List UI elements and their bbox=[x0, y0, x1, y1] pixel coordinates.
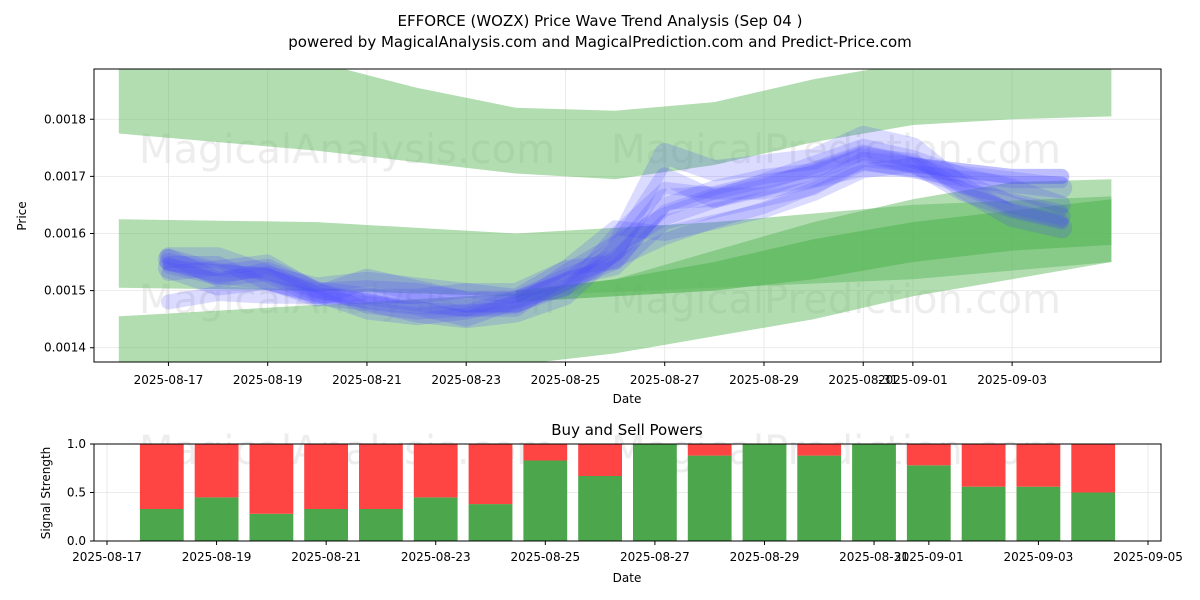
x-tick-label: 2025-08-27 bbox=[620, 550, 690, 564]
buy-bar bbox=[578, 476, 622, 541]
y-tick-label: 0.0018 bbox=[44, 112, 86, 126]
x-tick-label: 2025-09-05 bbox=[1113, 550, 1183, 564]
buy-bar bbox=[249, 513, 294, 541]
x-tick-label: 2025-08-29 bbox=[730, 550, 800, 564]
buy-bar bbox=[359, 509, 403, 541]
wave-line bbox=[159, 144, 1071, 329]
x-tick-label: 2025-08-21 bbox=[332, 373, 402, 387]
buy-bar bbox=[906, 465, 951, 541]
x-tick-label: 2025-09-03 bbox=[977, 373, 1047, 387]
bottom-x-ticks: 2025-08-17 2025-08-19 2025-08-21 2025-08-23… bbox=[72, 541, 1183, 564]
x-tick-label: 2025-08-31 bbox=[839, 550, 909, 564]
x-tick-label: 2025-08-23 bbox=[401, 550, 471, 564]
sell-bar bbox=[249, 444, 294, 514]
top-x-ticks: 2025-08-17 2025-08-19 2025-08-21 2025-08-23… bbox=[134, 362, 1047, 387]
top-y-ticks: 0.0014 0.0015 0.0016 0.0017 0.0018 bbox=[44, 112, 94, 355]
trend-band bbox=[118, 69, 1112, 180]
y-axis-label: Price bbox=[15, 201, 29, 230]
x-tick-label: 2025-08-25 bbox=[510, 550, 580, 564]
buy-bar bbox=[194, 497, 239, 541]
sell-bar bbox=[687, 444, 732, 456]
watermark-text: MagicalAnalysis.com bbox=[139, 277, 555, 323]
sell-bar bbox=[359, 444, 403, 509]
buy-bar bbox=[797, 455, 842, 541]
buy-bar bbox=[1071, 492, 1116, 541]
y-axis-label: Signal Strength bbox=[39, 447, 53, 540]
buy-bar bbox=[139, 509, 184, 541]
wave-line bbox=[160, 157, 1070, 310]
wave-line bbox=[160, 146, 1070, 304]
chart-subtitle: powered by MagicalAnalysis.com and Magic… bbox=[288, 33, 912, 51]
sell-bar bbox=[578, 444, 622, 476]
sell-bar bbox=[797, 444, 842, 456]
sell-bar bbox=[139, 444, 184, 509]
wave-line bbox=[159, 138, 1071, 317]
bottom-chart-title: Buy and Sell Powers bbox=[551, 421, 703, 439]
x-tick-label: 2025-09-03 bbox=[1004, 550, 1074, 564]
top-plot-area bbox=[118, 69, 1112, 362]
x-tick-label: 2025-08-19 bbox=[233, 373, 303, 387]
watermark-text: MagicalPrediction.com bbox=[611, 127, 1061, 173]
x-tick-label: 2025-08-17 bbox=[134, 373, 204, 387]
trend-band bbox=[515, 199, 1112, 302]
x-tick-label: 2025-09-01 bbox=[894, 550, 964, 564]
sell-bar bbox=[468, 444, 513, 505]
wave-line bbox=[162, 159, 1068, 317]
buy-bar bbox=[413, 497, 458, 541]
wave-line bbox=[157, 125, 1073, 313]
top-watermarks: MagicalAnalysis.com MagicalPrediction.com… bbox=[139, 127, 1061, 323]
trend-band bbox=[118, 179, 1112, 362]
x-tick-label: 2025-09-01 bbox=[878, 373, 948, 387]
x-tick-label: 2025-08-29 bbox=[729, 373, 799, 387]
buy-bar bbox=[633, 444, 677, 541]
wave-line bbox=[160, 151, 1070, 327]
sell-bar bbox=[961, 444, 1006, 487]
buy-bar bbox=[304, 509, 348, 541]
chart-title: EFFORCE (WOZX) Price Wave Trend Analysis… bbox=[398, 12, 803, 30]
x-tick-label: 2025-08-27 bbox=[630, 373, 700, 387]
buy-bar bbox=[468, 504, 513, 541]
trend-band bbox=[118, 196, 1112, 297]
watermark-text: MagicalAnalysis.com bbox=[139, 127, 555, 173]
sell-bar bbox=[304, 444, 348, 509]
y-tick-label: 0.0015 bbox=[44, 284, 86, 298]
x-tick-label: 2025-08-23 bbox=[431, 373, 501, 387]
sell-bar bbox=[906, 444, 951, 466]
sell-bar bbox=[413, 444, 458, 498]
y-tick-label: 0.0017 bbox=[44, 169, 86, 183]
top-axes-frame bbox=[93, 68, 1162, 363]
x-tick-label: 2025-08-17 bbox=[72, 550, 142, 564]
sell-bar bbox=[523, 444, 568, 461]
bottom-y-ticks: 0.0 0.5 1.0 bbox=[67, 437, 94, 548]
buy-bar bbox=[961, 486, 1006, 541]
y-tick-label: 0.0016 bbox=[44, 226, 86, 240]
sell-bar bbox=[1016, 444, 1061, 487]
x-axis-label: Date bbox=[613, 392, 642, 406]
buy-bar bbox=[742, 444, 787, 541]
x-tick-label: 2025-08-25 bbox=[531, 373, 601, 387]
wave-line bbox=[157, 148, 1073, 313]
x-tick-label: 2025-08-21 bbox=[291, 550, 361, 564]
bottom-bars bbox=[139, 444, 1116, 541]
buy-bar bbox=[852, 444, 896, 541]
price-wave-chart: MagicalAnalysis.com MagicalPrediction.com… bbox=[15, 68, 1162, 406]
sell-bar bbox=[194, 444, 239, 498]
y-tick-label: 0.0014 bbox=[44, 341, 86, 355]
sell-bar bbox=[1071, 444, 1116, 493]
x-tick-label: 2025-08-19 bbox=[182, 550, 252, 564]
x-tick-label: 2025-08-31 bbox=[828, 373, 898, 387]
buy-bar bbox=[523, 460, 568, 541]
wave-line bbox=[162, 147, 1068, 320]
wave-line bbox=[162, 164, 1068, 326]
buy-bar bbox=[687, 455, 732, 541]
x-axis-label: Date bbox=[613, 571, 642, 585]
buy-bar bbox=[1016, 486, 1061, 541]
y-tick-label: 1.0 bbox=[67, 437, 86, 451]
buy-sell-power-chart: MagicalAnalysis.comMagicalPrediction.com… bbox=[39, 421, 1183, 585]
y-tick-label: 0.5 bbox=[67, 486, 86, 500]
y-tick-label: 0.0 bbox=[67, 534, 86, 548]
